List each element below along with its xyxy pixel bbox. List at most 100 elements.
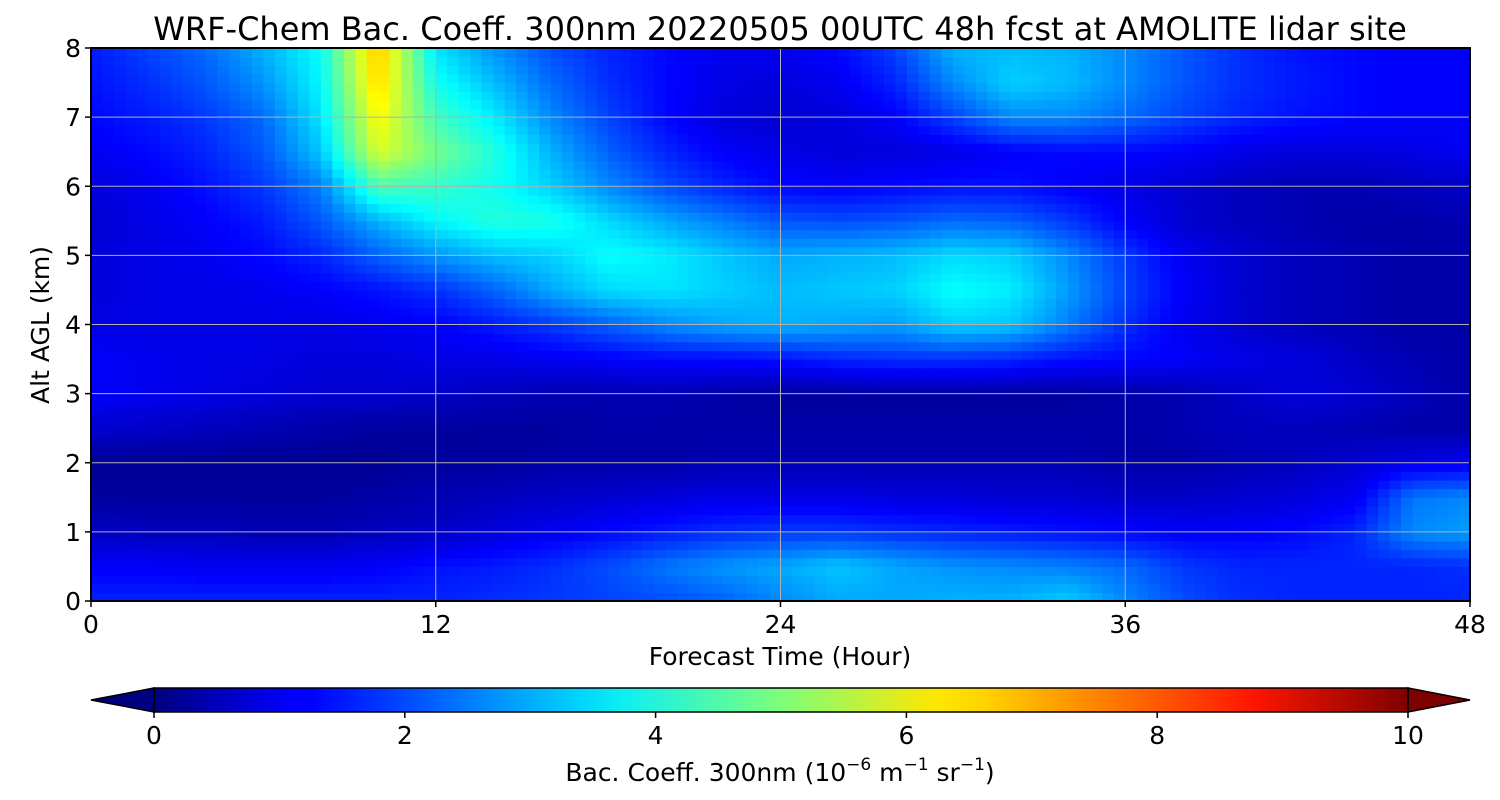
heatmap-cell — [780, 497, 793, 507]
heatmap-cell — [309, 436, 322, 447]
heatmap-cell — [205, 56, 219, 66]
heatmap-cell — [941, 531, 954, 542]
heatmap-cell — [424, 272, 437, 282]
heatmap-cell — [309, 125, 322, 136]
heatmap-cell — [654, 428, 667, 438]
heatmap-cell — [504, 298, 517, 308]
heatmap-cell — [723, 575, 736, 585]
heatmap-cell — [780, 48, 793, 58]
heatmap-cell — [481, 566, 494, 576]
heatmap-cell — [700, 99, 713, 110]
heatmap-cell — [872, 194, 885, 205]
heatmap-cell — [527, 557, 540, 568]
heatmap-cell — [791, 480, 805, 490]
heatmap-cell — [860, 203, 874, 213]
heatmap-cell — [447, 557, 460, 568]
heatmap-cell — [562, 203, 575, 213]
heatmap-cell — [378, 488, 391, 498]
heatmap-cell — [355, 177, 368, 187]
heatmap-cell — [677, 255, 690, 265]
heatmap-cell — [251, 393, 264, 403]
heatmap-cell — [849, 289, 862, 300]
heatmap-cell — [826, 514, 839, 524]
heatmap-cell — [527, 160, 540, 170]
heatmap-cell — [562, 143, 575, 153]
heatmap-cell — [780, 419, 793, 429]
heatmap-cell — [814, 194, 828, 205]
heatmap-cell — [527, 488, 540, 498]
heatmap-cell — [493, 471, 506, 481]
heatmap-cell — [297, 194, 310, 205]
heatmap-cell — [435, 108, 448, 118]
heatmap-cell — [791, 56, 805, 66]
heatmap-cell — [91, 393, 104, 403]
heatmap-cell — [527, 410, 540, 421]
heatmap-cell — [837, 255, 851, 265]
heatmap-cell — [102, 341, 115, 352]
heatmap-cell — [159, 324, 173, 334]
heatmap-cell — [918, 505, 931, 516]
heatmap-cell — [573, 540, 586, 550]
heatmap-cell — [470, 350, 483, 360]
heatmap-cell — [91, 117, 104, 127]
heatmap-cell — [562, 82, 575, 92]
heatmap-cell — [746, 523, 759, 533]
heatmap-cell — [619, 514, 632, 524]
heatmap-cell — [952, 384, 965, 395]
heatmap-cell — [159, 333, 173, 343]
heatmap-cell — [849, 73, 862, 84]
heatmap-cell — [849, 540, 862, 550]
heatmap-cell — [240, 497, 253, 507]
heatmap-cell — [642, 592, 655, 601]
heatmap-cell — [837, 203, 851, 213]
heatmap-cell — [654, 73, 667, 84]
heatmap-cell — [791, 376, 805, 386]
heatmap-cell — [378, 108, 391, 118]
heatmap-cell — [424, 445, 437, 455]
heatmap-cell — [228, 393, 241, 403]
heatmap-cell — [665, 264, 678, 274]
heatmap-cell — [791, 471, 805, 481]
heatmap-cell — [631, 557, 644, 568]
heatmap-cell — [458, 194, 471, 205]
heatmap-cell — [240, 186, 253, 196]
heatmap-cell — [688, 143, 701, 153]
heatmap-cell — [539, 350, 552, 360]
heatmap-cell — [757, 272, 770, 282]
heatmap-cell — [837, 428, 851, 438]
heatmap-cell — [251, 514, 264, 524]
heatmap-cell — [366, 91, 379, 101]
heatmap-cell — [550, 384, 563, 395]
heatmap-cell — [849, 186, 862, 196]
heatmap-cell — [389, 264, 402, 274]
heatmap-cell — [872, 497, 885, 507]
heatmap-cell — [952, 264, 965, 274]
heatmap-cell — [527, 454, 540, 464]
heatmap-cell — [608, 540, 621, 550]
heatmap-cell — [688, 367, 701, 377]
heatmap-cell — [435, 341, 448, 352]
heatmap-cell — [872, 56, 885, 66]
heatmap-cell — [837, 575, 851, 585]
heatmap-cell — [159, 436, 173, 447]
heatmap-cell — [654, 65, 667, 75]
heatmap-cell — [493, 177, 506, 187]
heatmap-cell — [562, 462, 575, 472]
heatmap-cell — [814, 229, 828, 239]
heatmap-cell — [941, 462, 954, 472]
heatmap-cell — [458, 480, 471, 490]
heatmap-cell — [286, 272, 299, 282]
heatmap-cell — [320, 436, 333, 447]
heatmap-cell — [228, 376, 241, 386]
heatmap-cell — [895, 125, 908, 136]
heatmap-cell — [711, 177, 724, 187]
heatmap-cell — [562, 186, 575, 196]
heatmap-cell — [929, 186, 942, 196]
heatmap-cell — [803, 540, 816, 550]
heatmap-cell — [837, 289, 851, 300]
heatmap-cell — [608, 246, 621, 256]
heatmap-cell — [631, 117, 644, 127]
heatmap-cell — [458, 281, 471, 291]
heatmap-cell — [975, 220, 988, 231]
heatmap-cell — [780, 445, 793, 455]
